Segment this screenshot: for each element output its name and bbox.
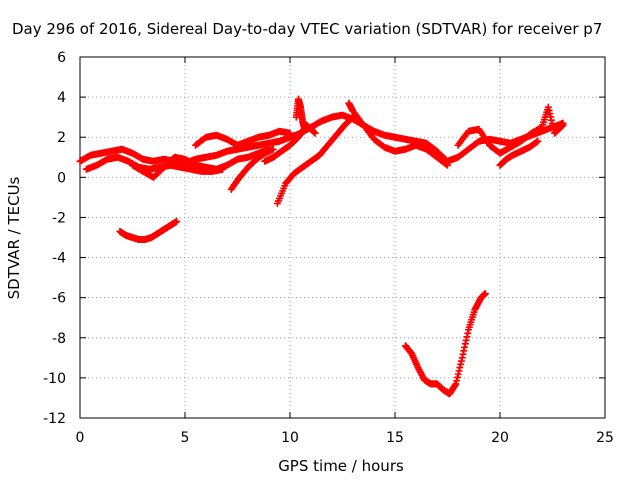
data-point [442, 160, 450, 168]
data-point [311, 129, 319, 137]
y-tick-label: -4 [52, 251, 66, 267]
series-track-hump [345, 99, 451, 169]
y-tick-label: 4 [57, 90, 66, 106]
series-track-negative-arc [116, 217, 181, 244]
plot-frame [79, 56, 606, 419]
y-tick-label: -12 [43, 411, 66, 427]
series-track-upper-mid [192, 127, 294, 149]
x-tick-label: 10 [281, 430, 299, 446]
data-points [76, 95, 567, 398]
data-point [310, 128, 318, 136]
data-point [534, 137, 542, 145]
axis-ticks: 0 5 10 15 20 25 -12 -10 -8 -6 -4 -2 0 2 4 6 [43, 50, 614, 446]
y-tick-label: 0 [57, 170, 66, 186]
y-tick-label: 2 [57, 130, 66, 146]
x-tick-label: 5 [181, 430, 190, 446]
x-tick-label: 0 [76, 430, 85, 446]
data-point [301, 125, 309, 133]
series-track-upper-right [454, 103, 567, 157]
series-track-main [76, 111, 567, 167]
data-point [173, 217, 181, 225]
series-track-drop [496, 137, 542, 169]
data-point [348, 114, 356, 122]
x-tick-label: 20 [491, 430, 509, 446]
x-tick-label: 15 [386, 430, 404, 446]
series-track-rise-b [273, 113, 357, 207]
chart-title: Day 296 of 2016, Sidereal Day-to-day VTE… [12, 20, 602, 38]
series-track-spike [292, 95, 309, 133]
data-point [444, 161, 451, 169]
y-tick-label: -10 [43, 371, 66, 387]
data-point [481, 290, 489, 298]
y-tick-label: 6 [57, 50, 66, 66]
y-tick-label: -2 [52, 210, 66, 226]
data-point [286, 129, 294, 137]
data-point [558, 122, 566, 130]
y-axis-label: SDTVAR / TECUs [5, 176, 23, 299]
series-track-deep-dip [402, 290, 489, 398]
data-point [559, 121, 567, 129]
data-point [269, 145, 277, 153]
grid [80, 57, 605, 418]
x-tick-label: 25 [596, 430, 614, 446]
y-tick-label: -8 [52, 331, 66, 347]
y-tick-label: -6 [52, 291, 66, 307]
x-axis-label: GPS time / hours [278, 457, 404, 475]
series-track-rise-a [227, 145, 277, 193]
